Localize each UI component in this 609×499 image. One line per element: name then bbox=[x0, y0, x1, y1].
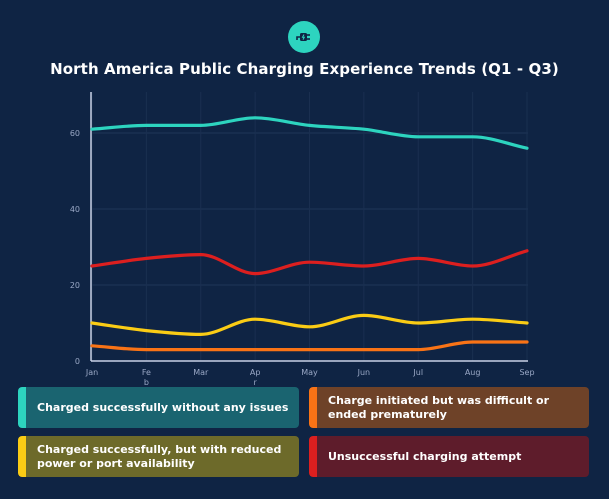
chart-grid bbox=[91, 92, 528, 361]
x-axis-ticks: Jan Fe b Mar Ap r May Jun Jul Aug Sep bbox=[85, 368, 535, 387]
x-tick-label: May bbox=[301, 368, 318, 377]
logo-icon bbox=[288, 21, 320, 53]
x-tick-label: Jun bbox=[357, 368, 371, 377]
y-tick-label: 0 bbox=[75, 357, 80, 366]
series-line-1 bbox=[90, 340, 529, 352]
legend-label: Charged successfully, but with reduced p… bbox=[37, 442, 282, 470]
y-tick-label: 20 bbox=[70, 281, 80, 290]
line-chart: 0 20 40 60 Jan Fe b Mar Ap r May Jun Jul Aug Sep bbox=[70, 92, 535, 387]
series-line-2 bbox=[90, 313, 529, 337]
legend-swatch bbox=[309, 436, 317, 477]
x-tick-label: Sep bbox=[519, 368, 534, 377]
legend-label: Charged successfully without any issues bbox=[37, 400, 289, 414]
chart-axes bbox=[90, 92, 528, 362]
legend-label: Unsuccessful charging attempt bbox=[328, 449, 522, 463]
legend-item: Charged successfully without any issues bbox=[18, 387, 299, 428]
legend-label: Charge initiated but was difficult or en… bbox=[328, 393, 550, 421]
x-tick-label: Mar bbox=[193, 368, 209, 377]
series-line-3 bbox=[90, 249, 529, 276]
legend-item: Charged successfully, but with reduced p… bbox=[18, 436, 299, 477]
x-tick-label: Aug bbox=[465, 368, 481, 377]
legend-swatch bbox=[18, 436, 26, 477]
legend-item: Charge initiated but was difficult or en… bbox=[309, 387, 589, 428]
series-line-0 bbox=[90, 116, 529, 150]
chart-title: North America Public Charging Experience… bbox=[50, 60, 559, 78]
x-tick-label: Jul bbox=[412, 368, 423, 377]
x-tick-label: Fe b bbox=[142, 368, 151, 387]
ev-plug-icon bbox=[296, 33, 310, 41]
x-tick-label: Jan bbox=[85, 368, 98, 377]
chart-series bbox=[90, 116, 529, 352]
y-tick-label: 60 bbox=[70, 129, 80, 138]
y-tick-label: 40 bbox=[70, 205, 80, 214]
y-axis-ticks: 0 20 40 60 bbox=[70, 129, 80, 366]
legend-item: Unsuccessful charging attempt bbox=[309, 436, 589, 477]
legend-swatch bbox=[18, 387, 26, 428]
legend-swatch bbox=[309, 387, 317, 428]
x-tick-label: Ap r bbox=[250, 368, 261, 387]
